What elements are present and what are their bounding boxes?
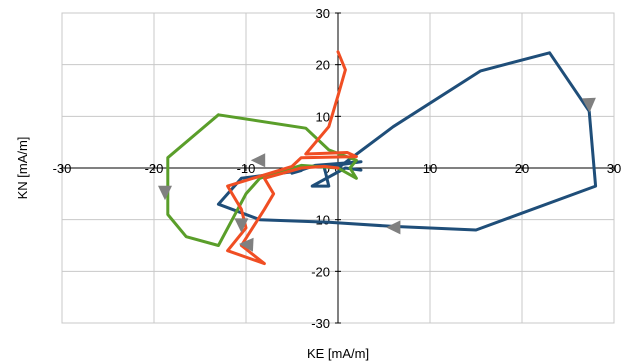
x-axis-title: KE [mA/m] bbox=[307, 346, 369, 361]
series-3-arrow-1 bbox=[250, 153, 266, 168]
x-tick-label: -10 bbox=[237, 161, 256, 176]
y-tick-label: 20 bbox=[316, 58, 330, 73]
series-line-1 bbox=[216, 51, 598, 232]
y-tick-label: 10 bbox=[316, 109, 330, 124]
x-tick-label: 20 bbox=[515, 161, 529, 176]
series-2-arrow-2 bbox=[238, 237, 254, 252]
x-tick-label: -30 bbox=[53, 161, 72, 176]
series-1-arrow-2 bbox=[386, 220, 401, 235]
direction-arrows bbox=[158, 97, 596, 252]
y-tick-label: -20 bbox=[311, 264, 330, 279]
x-tick-label: 30 bbox=[607, 161, 621, 176]
y-axis-title: KN [mA/m] bbox=[15, 137, 30, 200]
series-line-3 bbox=[226, 50, 358, 266]
x-tick-label: -20 bbox=[145, 161, 164, 176]
series-1-arrow-1 bbox=[581, 97, 596, 113]
y-tick-label: -30 bbox=[311, 316, 330, 331]
series-group bbox=[166, 50, 598, 266]
series-3-arrow-2 bbox=[234, 218, 249, 233]
series-2-arrow-1 bbox=[158, 185, 172, 201]
y-tick-label: 30 bbox=[316, 6, 330, 21]
x-tick-label: 10 bbox=[423, 161, 437, 176]
y-tick-label: -10 bbox=[311, 213, 330, 228]
